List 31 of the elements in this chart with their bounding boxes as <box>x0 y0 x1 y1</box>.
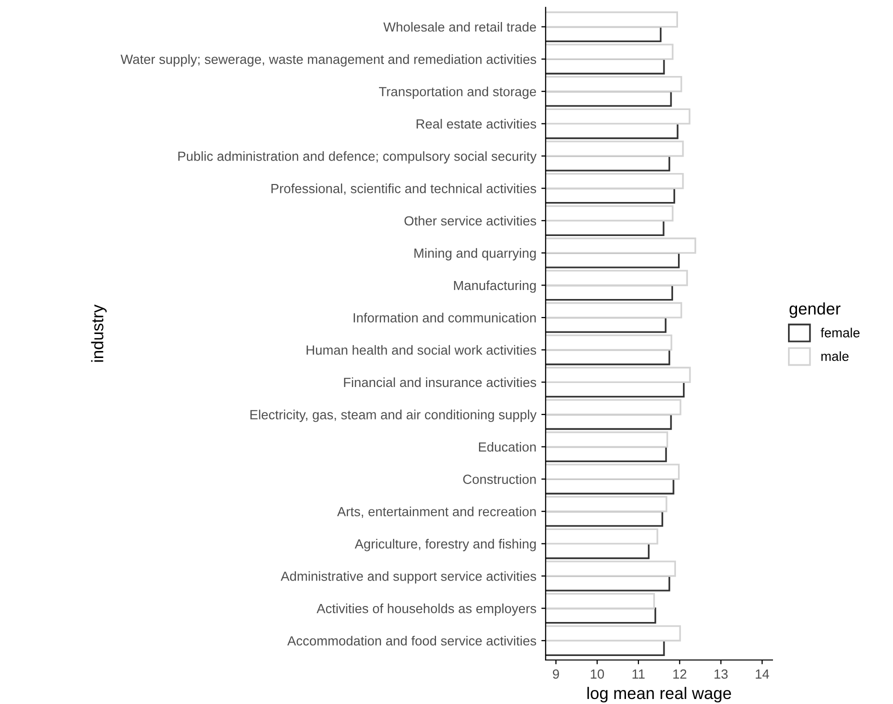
legend-label: male <box>821 351 849 361</box>
y-tick-label: Agriculture, forestry and fishing <box>354 538 536 552</box>
legend-title: gender <box>790 302 840 318</box>
y-tick-label: Transportation and storage <box>378 86 536 99</box>
x-tick-label: 13 <box>714 669 728 679</box>
y-tick-label: Real estate activities <box>416 118 536 129</box>
x-axis-title: log mean real wage <box>587 686 732 702</box>
y-tick-label: Human health and social work activities <box>306 345 536 355</box>
x-tick-label: 14 <box>756 670 770 679</box>
x-tick-label: 11 <box>632 670 645 679</box>
y-tick-label: Manufacturing <box>454 280 536 293</box>
y-tick-label: Financial and insurance activities <box>344 377 536 388</box>
y-tick-label: Wholesale and retail trade <box>383 22 536 32</box>
y-axis-title: industry <box>91 304 107 362</box>
y-tick-label: Professional, scientific and technical activities <box>271 184 536 195</box>
y-tick-label: Other service activities <box>404 216 536 226</box>
y-tick-label: Electricity, gas, steam and air conditioning supply <box>250 410 537 422</box>
y-tick-label: Construction <box>463 474 536 484</box>
y-tick-label: Arts, entertainment and recreation <box>337 506 536 518</box>
y-tick-label: Public administration and defence; compulsory social security <box>178 151 537 164</box>
y-tick-label: Information and communication <box>354 312 536 322</box>
y-tick-label: Water supply; sewerage, waste management and remediation activities <box>120 54 536 67</box>
y-tick-label: Administrative and support service activities <box>280 571 536 584</box>
y-tick-label: Education <box>478 442 536 452</box>
x-tick-label: 12 <box>673 669 686 679</box>
y-tick-label: Accommodation and food service activities <box>287 636 536 646</box>
y-tick-label: Mining and quarrying <box>414 248 536 260</box>
x-tick-label: 9 <box>552 669 559 679</box>
x-tick-label: 10 <box>590 669 604 679</box>
y-tick-label: Activities of households as employers <box>316 604 536 616</box>
legend-label: female <box>820 328 860 338</box>
